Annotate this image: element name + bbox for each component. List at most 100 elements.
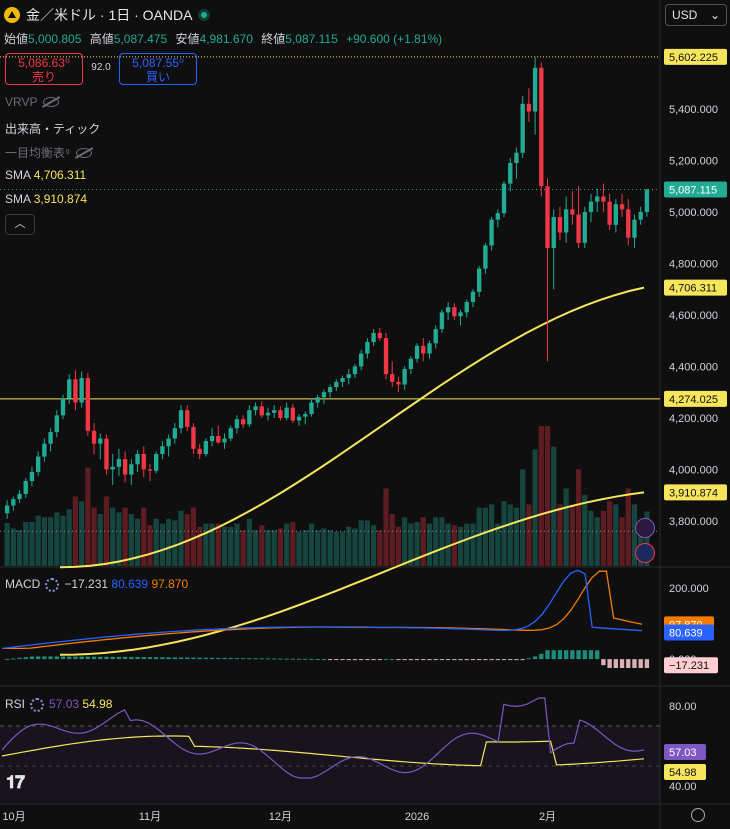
high-label: 高値 (89, 32, 114, 46)
volume-bar (103, 496, 110, 566)
candle-body (29, 472, 35, 482)
macd-hist-bar (408, 659, 414, 661)
volume-bar (364, 520, 370, 566)
volume-bar (265, 530, 271, 566)
macd-legend[interactable]: MACD −17.231 80.639 97.870 (5, 577, 188, 592)
us-flag-icon[interactable] (635, 543, 655, 563)
macd-hist-bar (626, 659, 631, 668)
macd-hist-bar (303, 658, 308, 660)
volume-bar (575, 469, 582, 566)
macd-hist-bar (67, 656, 72, 660)
candle-body (588, 201, 594, 212)
volume-bar (625, 488, 631, 566)
volume-bar (588, 510, 594, 566)
rsi-line (1, 697, 645, 779)
volume-bar (128, 514, 134, 566)
macd-hist-bar (185, 657, 190, 660)
candle-body (160, 446, 165, 454)
volume-bar (284, 523, 290, 566)
volume-bar (594, 517, 600, 566)
sma2-legend[interactable]: SMA 3,910.874 (5, 192, 87, 206)
candle-body (278, 410, 283, 418)
candle-body (98, 438, 103, 444)
macd-hist-bar (570, 650, 575, 660)
macd-hist-bar (421, 659, 426, 661)
settings-icon[interactable] (45, 577, 60, 592)
volume-bar (607, 501, 613, 566)
macd-hist-bar (35, 656, 41, 660)
macd-hist-bar (79, 656, 84, 660)
volume-bar (544, 426, 551, 566)
volume-bar (110, 507, 116, 566)
volume-bar (141, 507, 147, 566)
candle-body (60, 398, 66, 416)
candle-body (129, 464, 134, 475)
candle-body (222, 438, 227, 443)
volume-bar (203, 523, 209, 566)
volume-bar (16, 530, 23, 566)
chevron-down-icon: ⌄ (709, 8, 720, 22)
macd-label: MACD (5, 577, 41, 591)
rsi-label: RSI (5, 697, 26, 711)
candle-body (439, 312, 445, 330)
volume-bar (532, 449, 538, 566)
candle-body (626, 209, 631, 238)
price-marker-box (664, 181, 727, 198)
settings-icon[interactable] (691, 808, 705, 822)
macd-hist-bar (340, 659, 345, 661)
candle-body (48, 432, 53, 444)
volume-bar (296, 531, 302, 566)
candle-body (327, 387, 333, 393)
candle-body (104, 438, 109, 470)
volume-bar (271, 530, 277, 566)
candle-body (632, 219, 637, 238)
macd-hist-bar (427, 659, 432, 661)
candle-body (514, 152, 519, 164)
collapse-legend-button[interactable]: ︿ (5, 214, 35, 235)
ichimoku-legend[interactable]: 一目均衡表⁹ (5, 144, 93, 161)
eye-hidden-icon[interactable] (76, 148, 93, 158)
volume-bar (451, 525, 457, 566)
lightning-icon[interactable] (635, 518, 655, 538)
candle-body (321, 392, 327, 398)
volume-bar (41, 517, 47, 566)
market-status-icon (198, 9, 211, 21)
macd-hist-bar (334, 659, 339, 661)
candle-body (228, 428, 233, 439)
price-marker-label: 4,706.311 (669, 283, 717, 295)
candle-body (11, 499, 16, 506)
buy-button[interactable]: 5,087.55⁰ 買い (119, 53, 197, 85)
eye-hidden-icon[interactable] (43, 97, 60, 107)
macd-hist-bar (23, 657, 28, 660)
currency-select[interactable]: USD ⌄ (665, 4, 727, 26)
sma1-legend[interactable]: SMA 4,706.311 (5, 168, 86, 182)
macd-hist-bar (48, 656, 53, 660)
vrvp-legend[interactable]: VRVP (5, 95, 60, 109)
macd-hist-bar (296, 658, 302, 660)
rsi-legend[interactable]: RSI 57.03 54.98 (5, 697, 112, 712)
volume-bar (557, 504, 563, 566)
settings-icon[interactable] (30, 697, 45, 712)
symbol-title[interactable]: 金／米ドル · 1日 · OANDA (26, 7, 193, 23)
volume-legend[interactable]: 出来高・ティック (5, 120, 100, 137)
macd-hist-marker (664, 657, 718, 674)
macd-hist-bar (240, 658, 246, 660)
volume-bar (234, 523, 240, 566)
x-axis-label: 2月 (539, 811, 556, 823)
volume-bar (520, 469, 526, 566)
sell-button[interactable]: 5,086.63⁰ 売り (5, 53, 83, 85)
tradingview-logo[interactable]: 𝟏𝟕 (6, 772, 25, 792)
price-tick-label: 4,200.000 (669, 413, 718, 425)
volume-bar (91, 507, 97, 566)
macd-hist-bar (377, 659, 382, 661)
candle-body (570, 209, 575, 215)
macd-hist-bar (613, 659, 619, 668)
candle-body (42, 443, 47, 457)
volume-bar (395, 526, 402, 566)
macd-hist-bar (365, 659, 370, 661)
macd-hist-bar (514, 659, 519, 661)
macd-hist-bar (216, 657, 221, 660)
candle-body (551, 217, 556, 248)
price-tick-label: 5,400.000 (669, 104, 718, 116)
